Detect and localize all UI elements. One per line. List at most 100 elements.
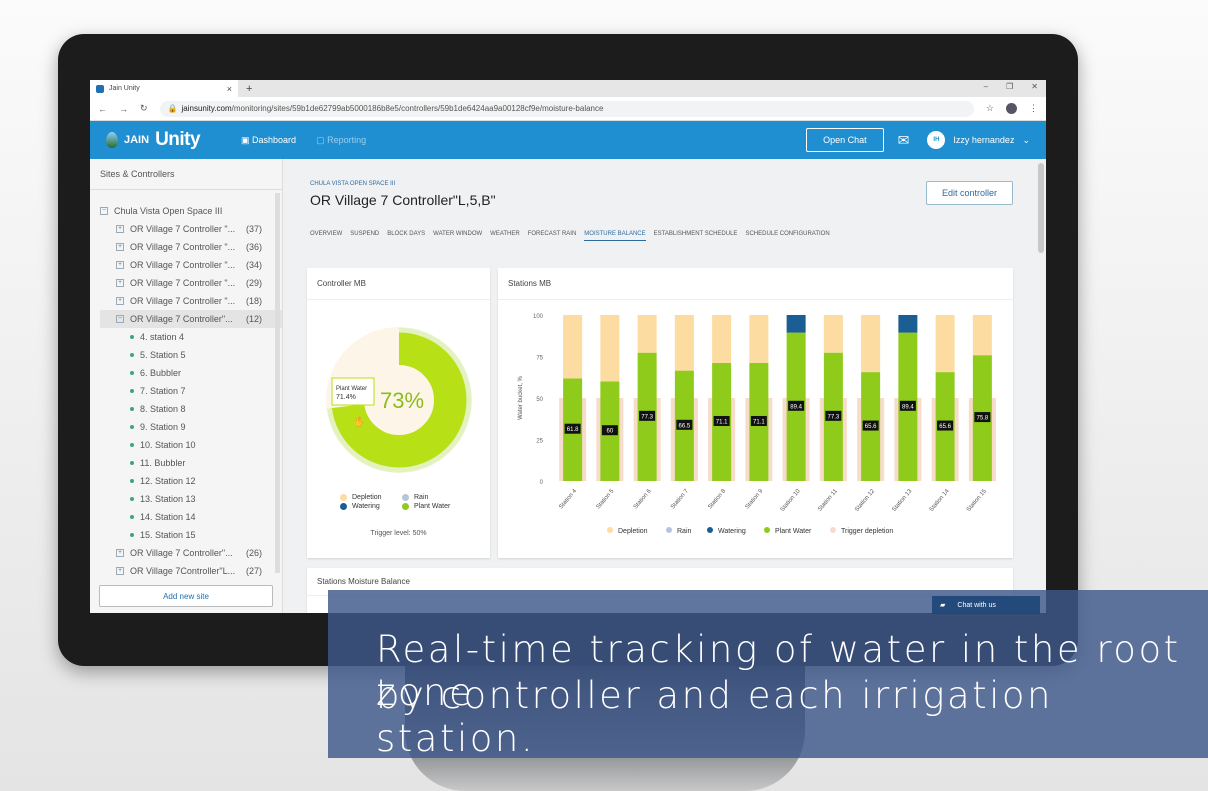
- station-item[interactable]: 13. Station 13: [100, 490, 282, 508]
- legend-dot: [340, 494, 347, 501]
- nav-dashboard[interactable]: ▣ Dashboard: [241, 135, 296, 146]
- data-label: 75.8: [977, 416, 989, 422]
- x-tick-label: Station 6: [633, 488, 653, 511]
- sites-sidebar: Sites & Controllers − Chula Vista Open S…: [90, 159, 283, 613]
- station-item[interactable]: 14. Station 14: [100, 508, 282, 526]
- controller-label: OR Village 7 Controller "...: [130, 278, 236, 288]
- messages-icon[interactable]: ✉: [897, 131, 910, 148]
- station-status-dot: [130, 371, 134, 375]
- expand-icon[interactable]: +: [116, 549, 124, 557]
- sidebar-scrollbar[interactable]: [275, 193, 280, 573]
- logo-unity: Unity: [155, 129, 201, 150]
- nav-reporting[interactable]: ▢ Reporting: [316, 135, 366, 146]
- tab-forecast-rain[interactable]: FORECAST RAIN: [527, 231, 577, 237]
- url-path: /monitoring/sites/59b1de62799ab5000186b8…: [231, 104, 604, 113]
- data-label: 89.4: [790, 404, 802, 410]
- legend-watering[interactable]: Watering: [340, 503, 402, 510]
- station-item[interactable]: 6. Bubbler: [100, 364, 282, 382]
- browser-tab[interactable]: Jain Unity ×: [90, 80, 238, 97]
- controller-item[interactable]: + OR Village 7 Controller "... (36): [100, 238, 282, 256]
- x-tick-label: Station 11: [817, 488, 839, 513]
- expand-icon[interactable]: +: [116, 243, 124, 251]
- edit-controller-button[interactable]: Edit controller: [926, 181, 1013, 205]
- station-item[interactable]: 10. Station 10: [100, 436, 282, 454]
- close-window-icon[interactable]: ✕: [1031, 82, 1038, 91]
- station-label: 9. Station 9: [140, 422, 186, 432]
- legend-dot: [340, 503, 347, 510]
- jain-unity-logo[interactable]: JAIN Unity: [106, 129, 241, 151]
- reload-icon[interactable]: ↻: [140, 103, 148, 113]
- controller-item[interactable]: + OR Village 7 Controller "... (37): [100, 220, 282, 238]
- chat-bubble-icon: ▰: [940, 602, 946, 609]
- main-scrollbar[interactable]: [1038, 163, 1044, 253]
- station-item[interactable]: 15. Station 15: [100, 526, 282, 544]
- tab-suspend[interactable]: SUSPEND: [350, 231, 380, 237]
- x-tick-label: Station 12: [854, 488, 876, 513]
- controller-item[interactable]: + OR Village 7 Controller"... (26): [100, 544, 282, 562]
- close-tab-icon[interactable]: ×: [226, 83, 232, 94]
- legend-dot: [707, 527, 713, 533]
- site-tree: − Chula Vista Open Space III + OR Village…: [90, 190, 282, 598]
- controller-item[interactable]: + OR Village 7 Controller "... (18): [100, 292, 282, 310]
- chat-with-us-button[interactable]: ▰ Chat with us: [932, 596, 1040, 614]
- controller-count: (12): [245, 314, 262, 324]
- minimize-icon[interactable]: –: [983, 82, 989, 91]
- breadcrumb[interactable]: CHULA VISTA OPEN SPACE III: [310, 181, 396, 187]
- tab-moisture-balance[interactable]: MOISTURE BALANCE: [584, 231, 646, 241]
- tab-schedule-configuration[interactable]: SCHEDULE CONFIGURATION: [745, 231, 830, 237]
- bar-watering: [898, 315, 918, 333]
- station-label: 5. Station 5: [140, 350, 186, 360]
- legend-rain[interactable]: Rain: [402, 494, 472, 501]
- controller-item[interactable]: + OR Village 7 Controller "... (29): [100, 274, 282, 292]
- site-name: Chula Vista Open Space III: [114, 206, 223, 216]
- tab-block-days[interactable]: BLOCK DAYS: [387, 231, 426, 237]
- expand-icon[interactable]: +: [116, 567, 124, 575]
- tab-overview[interactable]: OVERVIEW: [310, 231, 343, 237]
- tab-weather[interactable]: WEATHER: [490, 231, 520, 237]
- controller-item[interactable]: − OR Village 7 Controller"... (12): [100, 310, 282, 328]
- data-label-bg: [750, 415, 767, 426]
- site-item[interactable]: − Chula Vista Open Space III: [100, 202, 282, 220]
- expand-icon[interactable]: +: [116, 279, 124, 287]
- main-nav: ▣ Dashboard ▢ Reporting: [241, 135, 366, 146]
- profile-avatar[interactable]: [1006, 103, 1017, 114]
- new-tab-button[interactable]: +: [246, 82, 253, 95]
- bar-depletion: [749, 315, 769, 363]
- browser-menu-icon[interactable]: ⋮: [1029, 103, 1038, 113]
- station-item[interactable]: 8. Station 8: [100, 400, 282, 418]
- controller-item[interactable]: + OR Village 7Controller"L... (27): [100, 562, 282, 580]
- stations-mb-panel: Stations MB 0 25 50 75 100 Water bucket, % 61.…: [498, 268, 1013, 558]
- collapse-icon[interactable]: −: [116, 315, 124, 323]
- station-label: 7. Station 7: [140, 386, 186, 396]
- tab-establishment-schedule[interactable]: ESTABLISHMENT SCHEDULE: [653, 231, 738, 237]
- expand-icon[interactable]: +: [116, 261, 124, 269]
- station-item[interactable]: 5. Station 5: [100, 346, 282, 364]
- back-icon[interactable]: ←: [98, 103, 107, 114]
- station-item[interactable]: 9. Station 9: [100, 418, 282, 436]
- data-label: 77.3: [828, 414, 840, 420]
- station-item[interactable]: 12. Station 12: [100, 472, 282, 490]
- legend-plant-water-label: Plant Water: [414, 503, 451, 510]
- tab-water-window[interactable]: WATER WINDOW: [433, 231, 483, 237]
- forward-icon[interactable]: →: [119, 103, 128, 114]
- expand-icon[interactable]: +: [116, 297, 124, 305]
- bookmark-star-icon[interactable]: ☆: [985, 103, 994, 113]
- station-item[interactable]: 11. Bubbler: [100, 454, 282, 472]
- y-tick-label: 0: [540, 480, 544, 486]
- maximize-icon[interactable]: ❐: [1006, 82, 1014, 91]
- station-status-dot: [130, 515, 134, 519]
- station-item[interactable]: 4. station 4: [100, 328, 282, 346]
- add-new-site-button[interactable]: Add new site: [99, 585, 273, 607]
- url-bar[interactable]: 🔒 jainsunity.com/monitoring/sites/59b1de…: [159, 100, 974, 117]
- user-menu[interactable]: IH Izzy hernandez ⌄: [927, 131, 1030, 149]
- controller-item[interactable]: + OR Village 7 Controller "... (34): [100, 256, 282, 274]
- legend-label: Plant Water: [775, 528, 812, 535]
- legend-label: Rain: [677, 528, 692, 535]
- station-item[interactable]: 7. Station 7: [100, 382, 282, 400]
- expand-icon[interactable]: +: [116, 225, 124, 233]
- x-tick-label: Station 13: [891, 488, 913, 513]
- open-chat-button[interactable]: Open Chat: [806, 128, 884, 152]
- legend-depletion[interactable]: Depletion: [340, 494, 402, 501]
- legend-plant-water[interactable]: Plant Water: [402, 503, 472, 510]
- collapse-icon[interactable]: −: [100, 207, 108, 215]
